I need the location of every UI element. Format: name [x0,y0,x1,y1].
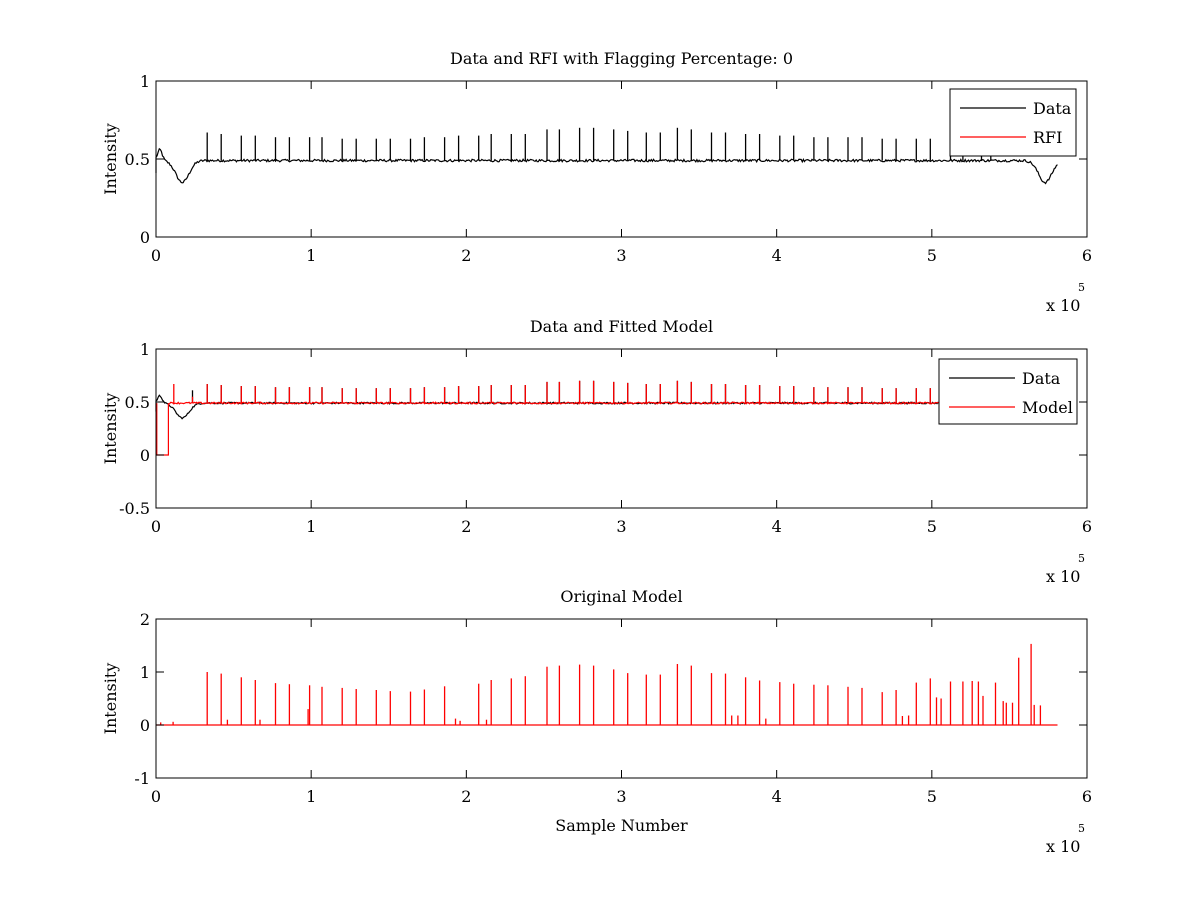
series-model [156,643,1058,726]
x-tick-label: 6 [1082,246,1092,265]
x-tick-label: 2 [461,517,471,536]
series-model [156,380,1058,456]
y-axis-label: Intensity [101,663,120,735]
y-tick-label: 1 [140,663,150,682]
legend-label: Model [1022,398,1073,417]
x-axis-multiplier: x 10 5 [1046,822,1085,856]
y-tick-label: 0 [140,716,150,735]
x-tick-label: 3 [616,246,626,265]
x-multiplier-exponent: 5 [1078,822,1085,835]
ticks: 0 1 2 3 4 5 6 0 0.5 1 [125,72,1093,265]
legend-item-data: Data [960,99,1072,118]
x-tick-label: 5 [927,246,937,265]
x-tick-label: 0 [151,517,161,536]
x-tick-label: 5 [927,517,937,536]
y-tick-label: 1 [140,72,150,91]
legend-item-model: Model [949,398,1073,417]
x-tick-label: 0 [151,246,161,265]
series-line [156,401,1058,456]
y-tick-label: 0 [140,446,150,465]
legend: Data RFI [949,88,1077,157]
legend-label: RFI [1033,128,1062,147]
x-axis-label: Sample Number [555,816,688,835]
x-tick-label: 1 [306,517,316,536]
legend-item-rfi: RFI [960,128,1062,147]
panel-fitted-model: 0 1 2 3 4 5 6-0.500.51 Data and Fitted Model I… [101,317,1092,586]
x-tick-label: 4 [772,787,782,806]
y-tick-label: 0.5 [125,150,150,169]
plot-lines [155,380,1058,456]
ticks: 0 1 2 3 4 5 6-0.500.51 [119,340,1092,536]
x-multiplier-exponent: 5 [1078,281,1085,294]
panel-rfi: 0 1 2 3 4 5 6 0 0.5 1 Data and RFI with Flagging … [101,49,1092,315]
x-tick-label: 0 [151,787,161,806]
x-tick-label: 1 [306,246,316,265]
x-tick-label: 4 [772,246,782,265]
y-tick-label: -0.5 [119,499,150,518]
legend-box [949,88,1077,157]
x-multiplier-base: x 10 [1046,296,1080,315]
x-tick-label: 3 [616,787,626,806]
legend-label: Data [1033,99,1072,118]
y-tick-label: 2 [140,610,150,629]
y-tick-label: 0.5 [125,393,150,412]
legend: Data Model [938,358,1078,425]
x-tick-label: 4 [772,517,782,536]
plot-lines [156,643,1058,726]
x-multiplier-base: x 10 [1046,567,1080,586]
y-axis-label: Intensity [101,123,120,195]
y-tick-label: -1 [134,769,150,788]
legend-label: Data [1022,369,1061,388]
y-tick-label: 0 [140,228,150,247]
y-tick-label: 1 [140,340,150,359]
x-axis-multiplier: x 10 5 [1046,281,1085,315]
chart-title: Data and RFI with Flagging Percentage: 0 [450,49,793,68]
series-line [155,147,1058,185]
legend-item-data: Data [949,369,1061,388]
x-tick-label: 2 [461,787,471,806]
x-tick-label: 6 [1082,517,1092,536]
series-data [155,127,1058,185]
chart-title: Data and Fitted Model [530,317,713,336]
x-multiplier-exponent: 5 [1078,552,1085,565]
plot-lines [155,127,1058,185]
x-axis-multiplier: x 10 5 [1046,552,1085,586]
y-axis-label: Intensity [101,393,120,465]
x-multiplier-base: x 10 [1046,837,1080,856]
x-tick-label: 6 [1082,787,1092,806]
x-tick-label: 5 [927,787,937,806]
chart-title: Original Model [560,587,682,606]
x-tick-label: 3 [616,517,626,536]
legend-box [938,358,1078,425]
x-tick-label: 2 [461,246,471,265]
x-tick-label: 1 [306,787,316,806]
